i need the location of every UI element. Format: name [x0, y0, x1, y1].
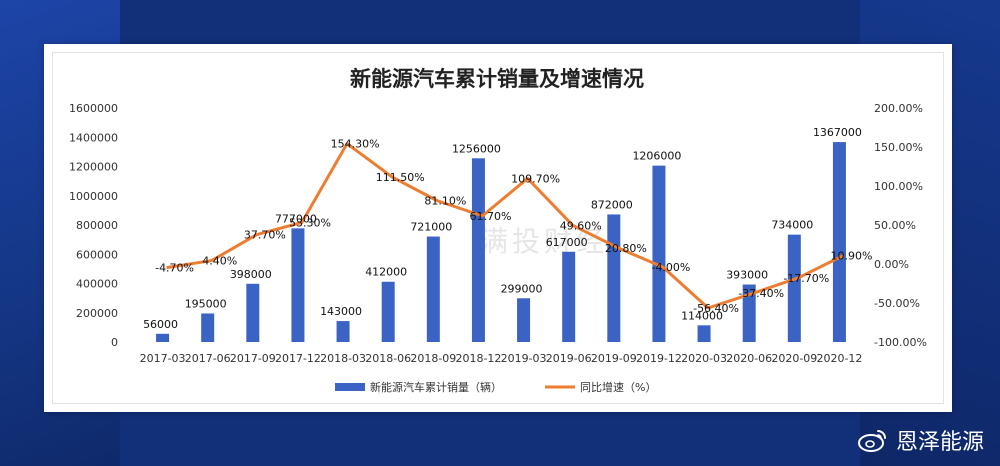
bar-series — [156, 142, 846, 342]
line-data-labels: -4.70% 4.40% 37.70%53.30% 154.30% 111.50% 81.… — [155, 138, 872, 315]
line-value-label: -4.70% — [155, 262, 194, 275]
bar — [787, 234, 801, 342]
chart-card — [44, 44, 952, 412]
bar — [697, 325, 711, 342]
right-tick-label: 50.00% — [874, 219, 916, 232]
right-tick-label: 200.00% — [874, 102, 923, 115]
x-axis: 2017-03 2017-06 2017-09 2017-12 2018-03 2018-… — [140, 352, 863, 365]
line-value-label: 109.70% — [511, 172, 560, 185]
line-value-label: 20.80% — [605, 242, 647, 255]
legend-label-bar: 新能源汽车累计销量（辆） — [370, 380, 502, 394]
bar-value-label: 721000 — [410, 221, 452, 234]
bar-value-label: 143000 — [320, 305, 362, 318]
brand-name: 恩泽能源 — [895, 430, 984, 455]
x-tick-label: 2018-12 — [455, 352, 501, 365]
left-tick-label: 800000 — [76, 219, 118, 232]
left-axis: 0 200000 400000 600000 800000 1000000 1200000 1… — [69, 102, 118, 349]
line-value-label: -4.00% — [651, 261, 690, 274]
bar-value-label: 1256000 — [452, 142, 501, 155]
line-value-label: 10.90% — [830, 249, 872, 262]
x-tick-label: 2020-12 — [816, 352, 862, 365]
x-tick-label: 2017-03 — [140, 352, 186, 365]
chart-frame — [52, 52, 944, 404]
bar-value-label: 195000 — [185, 297, 227, 310]
left-tick-label: 200000 — [76, 307, 118, 320]
line-value-label: 111.50% — [376, 171, 425, 184]
right-tick-label: 0.00% — [874, 258, 909, 271]
bar — [381, 281, 395, 342]
bar — [607, 214, 621, 342]
left-tick-label: 0 — [111, 336, 118, 349]
x-tick-label: 2017-12 — [275, 352, 321, 365]
x-tick-label: 2017-09 — [230, 352, 276, 365]
right-tick-label: -50.00% — [874, 297, 920, 310]
line-series — [166, 142, 845, 310]
bar — [517, 298, 531, 342]
line-value-label: -56.40% — [693, 302, 739, 315]
legend: 新能源汽车累计销量（辆） 同比增速（%） — [335, 380, 656, 394]
bar-value-label: 299000 — [501, 282, 543, 295]
bar-value-label: 1206000 — [632, 150, 681, 163]
left-tick-label: 600000 — [76, 248, 118, 261]
weibo-icon — [857, 428, 888, 452]
x-tick-label: 2019-06 — [546, 352, 592, 365]
bar-value-label: 734000 — [771, 219, 813, 232]
x-tick-label: 2020-09 — [771, 352, 817, 365]
bar — [742, 284, 756, 342]
bar-value-label: 412000 — [365, 266, 407, 279]
line-value-label: -37.40% — [738, 287, 784, 300]
right-tick-label: 100.00% — [874, 180, 923, 193]
bar — [471, 158, 485, 342]
growth-line — [166, 142, 845, 310]
bar-value-label: 777000 — [275, 212, 317, 225]
left-tick-label: 1000000 — [69, 190, 118, 203]
bar — [426, 236, 440, 342]
chart-title: 新能源汽车累计销量及增速情况 — [350, 67, 644, 91]
x-tick-label: 2020-06 — [726, 352, 772, 365]
bar-value-label: 398000 — [230, 268, 272, 281]
bar — [832, 142, 846, 342]
x-tick-label: 2019-03 — [501, 352, 547, 365]
x-tick-label: 2017-06 — [185, 352, 231, 365]
x-tick-label: 2018-09 — [410, 352, 456, 365]
bar-value-label: 1367000 — [813, 126, 862, 139]
brand-badge: 恩泽能源 — [857, 424, 984, 456]
legend-swatch-bar — [335, 383, 365, 391]
bar — [201, 313, 215, 342]
line-value-label: 4.40% — [202, 255, 237, 268]
bar — [336, 321, 350, 342]
legend-label-line: 同比增速（%） — [580, 380, 656, 394]
bar-value-label: 617000 — [546, 236, 588, 249]
right-tick-label: -100.00% — [874, 336, 927, 349]
bar-data-labels: 56000 195000 398000 777000 143000 412000 72100… — [143, 126, 862, 331]
left-tick-label: 1600000 — [69, 102, 118, 115]
line-value-label: 37.70% — [244, 229, 286, 242]
line-value-label: 53.30% — [289, 216, 331, 229]
line-value-label: 81.10% — [424, 195, 466, 208]
bar-value-label: 114000 — [681, 309, 723, 322]
line-value-label: 154.30% — [331, 138, 380, 151]
bar-value-label: 872000 — [591, 198, 633, 211]
left-tick-label: 1400000 — [69, 131, 118, 144]
right-tick-label: 150.00% — [874, 141, 923, 154]
bar — [562, 251, 576, 342]
bar — [246, 283, 260, 342]
x-tick-label: 2019-09 — [591, 352, 637, 365]
bar-value-label: 56000 — [143, 318, 178, 331]
bar — [291, 228, 305, 342]
x-tick-label: 2018-06 — [365, 352, 411, 365]
line-value-label: 61.70% — [469, 210, 511, 223]
left-tick-label: 1200000 — [69, 161, 118, 174]
line-value-label: -17.70% — [783, 272, 829, 285]
right-axis: -100.00% -50.00% 0.00% 50.00% 100.00% 150.00%… — [874, 102, 927, 349]
bar — [652, 165, 666, 342]
line-value-label: 49.60% — [560, 219, 602, 232]
left-tick-label: 400000 — [76, 278, 118, 291]
x-tick-label: 2019-12 — [636, 352, 682, 365]
x-tick-label: 2018-03 — [320, 352, 366, 365]
bar-value-label: 393000 — [726, 269, 768, 282]
bar — [156, 333, 170, 342]
x-tick-label: 2020-03 — [681, 352, 727, 365]
